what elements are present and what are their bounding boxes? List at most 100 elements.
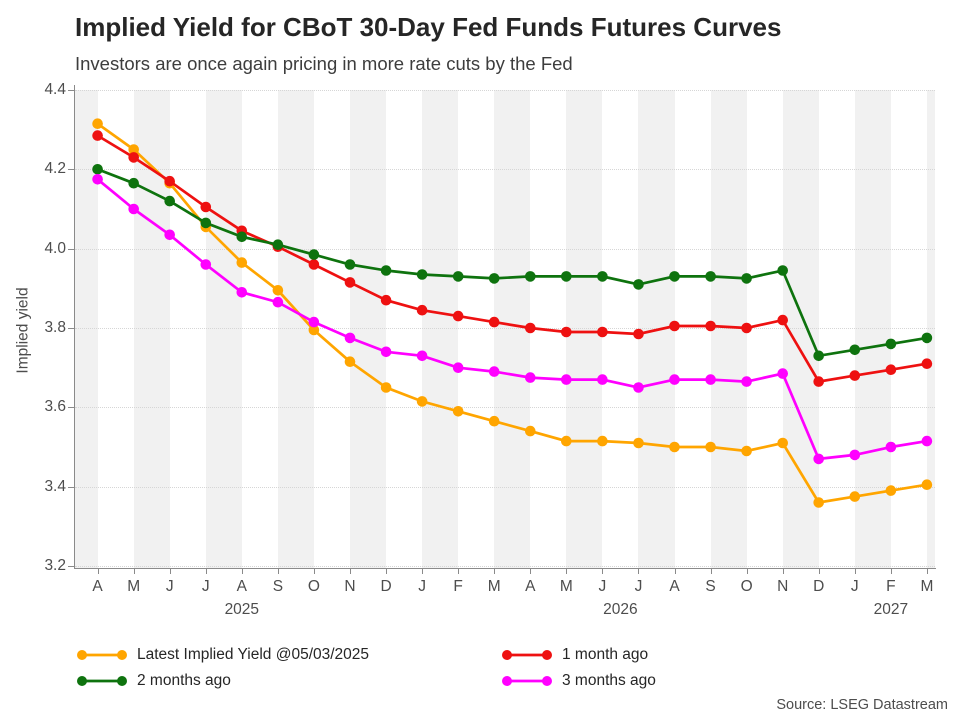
legend-marker-icon: [77, 676, 127, 686]
data-point: [633, 382, 644, 393]
data-point: [705, 374, 716, 385]
x-axis-month-label: F: [453, 578, 463, 595]
plot-area: [75, 90, 935, 568]
data-point: [561, 326, 572, 338]
data-point: [488, 273, 500, 284]
data-point: [741, 376, 752, 387]
data-point: [849, 370, 861, 381]
y-axis-tick: [68, 566, 74, 567]
data-point: [741, 273, 752, 284]
data-point: [921, 435, 933, 447]
y-axis-tick-label: 3.2: [44, 557, 66, 574]
x-axis-month-label: O: [307, 578, 320, 595]
y-axis-tick: [68, 90, 74, 91]
source-note: Source: LSEG Datastream: [776, 697, 948, 713]
x-axis-tick: [241, 569, 243, 574]
data-point: [813, 350, 824, 362]
gridline: [75, 169, 935, 171]
data-point: [488, 366, 500, 377]
data-point: [669, 320, 680, 332]
data-point: [597, 326, 608, 338]
legend-marker-icon: [502, 676, 552, 686]
chart-title: Implied Yield for CBoT 30-Day Fed Funds …: [75, 12, 782, 42]
x-axis-month-label: N: [777, 578, 789, 595]
legend-item: 1 month ago: [500, 644, 648, 666]
x-axis-month-label: J: [850, 578, 859, 595]
x-axis-tick: [530, 569, 532, 574]
x-axis-tick: [782, 569, 784, 574]
y-axis-tick-label: 4.4: [44, 81, 66, 98]
data-point: [236, 257, 248, 268]
data-point: [669, 441, 680, 453]
x-axis-tick: [674, 569, 676, 574]
data-point: [128, 203, 139, 215]
x-axis-month-label: N: [344, 578, 356, 595]
legend-label: 2 months ago: [137, 672, 231, 689]
x-axis-tick: [566, 569, 568, 574]
y-axis-tick-label: 3.4: [44, 477, 66, 495]
series-line: [96, 134, 928, 384]
data-point: [92, 130, 103, 141]
data-point: [561, 271, 572, 282]
x-axis-tick: [422, 569, 424, 574]
data-point: [452, 362, 464, 374]
x-axis-tick: [926, 569, 928, 574]
data-point: [164, 229, 175, 241]
data-point: [416, 350, 428, 362]
series-line: [96, 122, 928, 504]
x-axis-tick: [97, 569, 99, 574]
data-point: [164, 195, 175, 207]
gridline: [75, 328, 935, 329]
x-axis-tick: [386, 569, 388, 574]
legend-item: 2 months ago: [75, 670, 231, 692]
y-axis-tick: [68, 486, 74, 488]
x-axis-tick: [458, 569, 460, 574]
data-point: [380, 382, 392, 393]
x-axis-tick: [277, 569, 279, 574]
data-point: [200, 201, 212, 213]
data-point: [344, 332, 356, 344]
data-point: [777, 265, 788, 276]
data-point: [777, 314, 788, 326]
data-point: [921, 358, 933, 370]
data-point: [128, 177, 139, 189]
y-axis-tick-label: 4.2: [44, 160, 66, 178]
data-point: [705, 271, 716, 282]
data-point: [416, 304, 428, 316]
data-point: [452, 406, 464, 417]
data-point: [705, 320, 716, 332]
x-axis-year-label: 2026: [603, 601, 638, 618]
x-axis-month-label: J: [418, 578, 426, 595]
legend-marker-icon: [77, 650, 127, 660]
data-point: [777, 368, 788, 379]
x-axis-year-label: 2027: [873, 601, 909, 618]
data-point: [128, 152, 139, 163]
x-axis-tick: [133, 569, 135, 574]
x-axis-tick: [638, 569, 640, 574]
legend-marker-icon: [502, 650, 552, 660]
y-axis-tick: [68, 169, 74, 171]
gridline: [75, 407, 935, 409]
series-line: [96, 178, 928, 461]
data-point: [272, 285, 284, 296]
data-point: [597, 435, 608, 447]
data-point: [488, 415, 500, 427]
data-point: [525, 372, 536, 383]
data-point: [92, 118, 103, 129]
y-axis-tick-label: 3.6: [44, 398, 66, 416]
x-axis-month-label: A: [236, 578, 247, 595]
data-point: [849, 344, 861, 356]
x-axis-month-label: D: [380, 578, 392, 595]
data-point: [741, 322, 752, 334]
gridline: [75, 486, 935, 488]
data-point: [272, 296, 284, 308]
y-axis-line: [74, 85, 75, 569]
x-axis-tick: [710, 569, 712, 574]
x-axis-tick: [205, 569, 207, 574]
x-axis-tick: [854, 569, 856, 574]
x-axis-month-label: A: [525, 578, 536, 595]
data-point: [344, 259, 356, 270]
x-axis-month-label: M: [487, 578, 501, 595]
data-point: [921, 479, 933, 491]
